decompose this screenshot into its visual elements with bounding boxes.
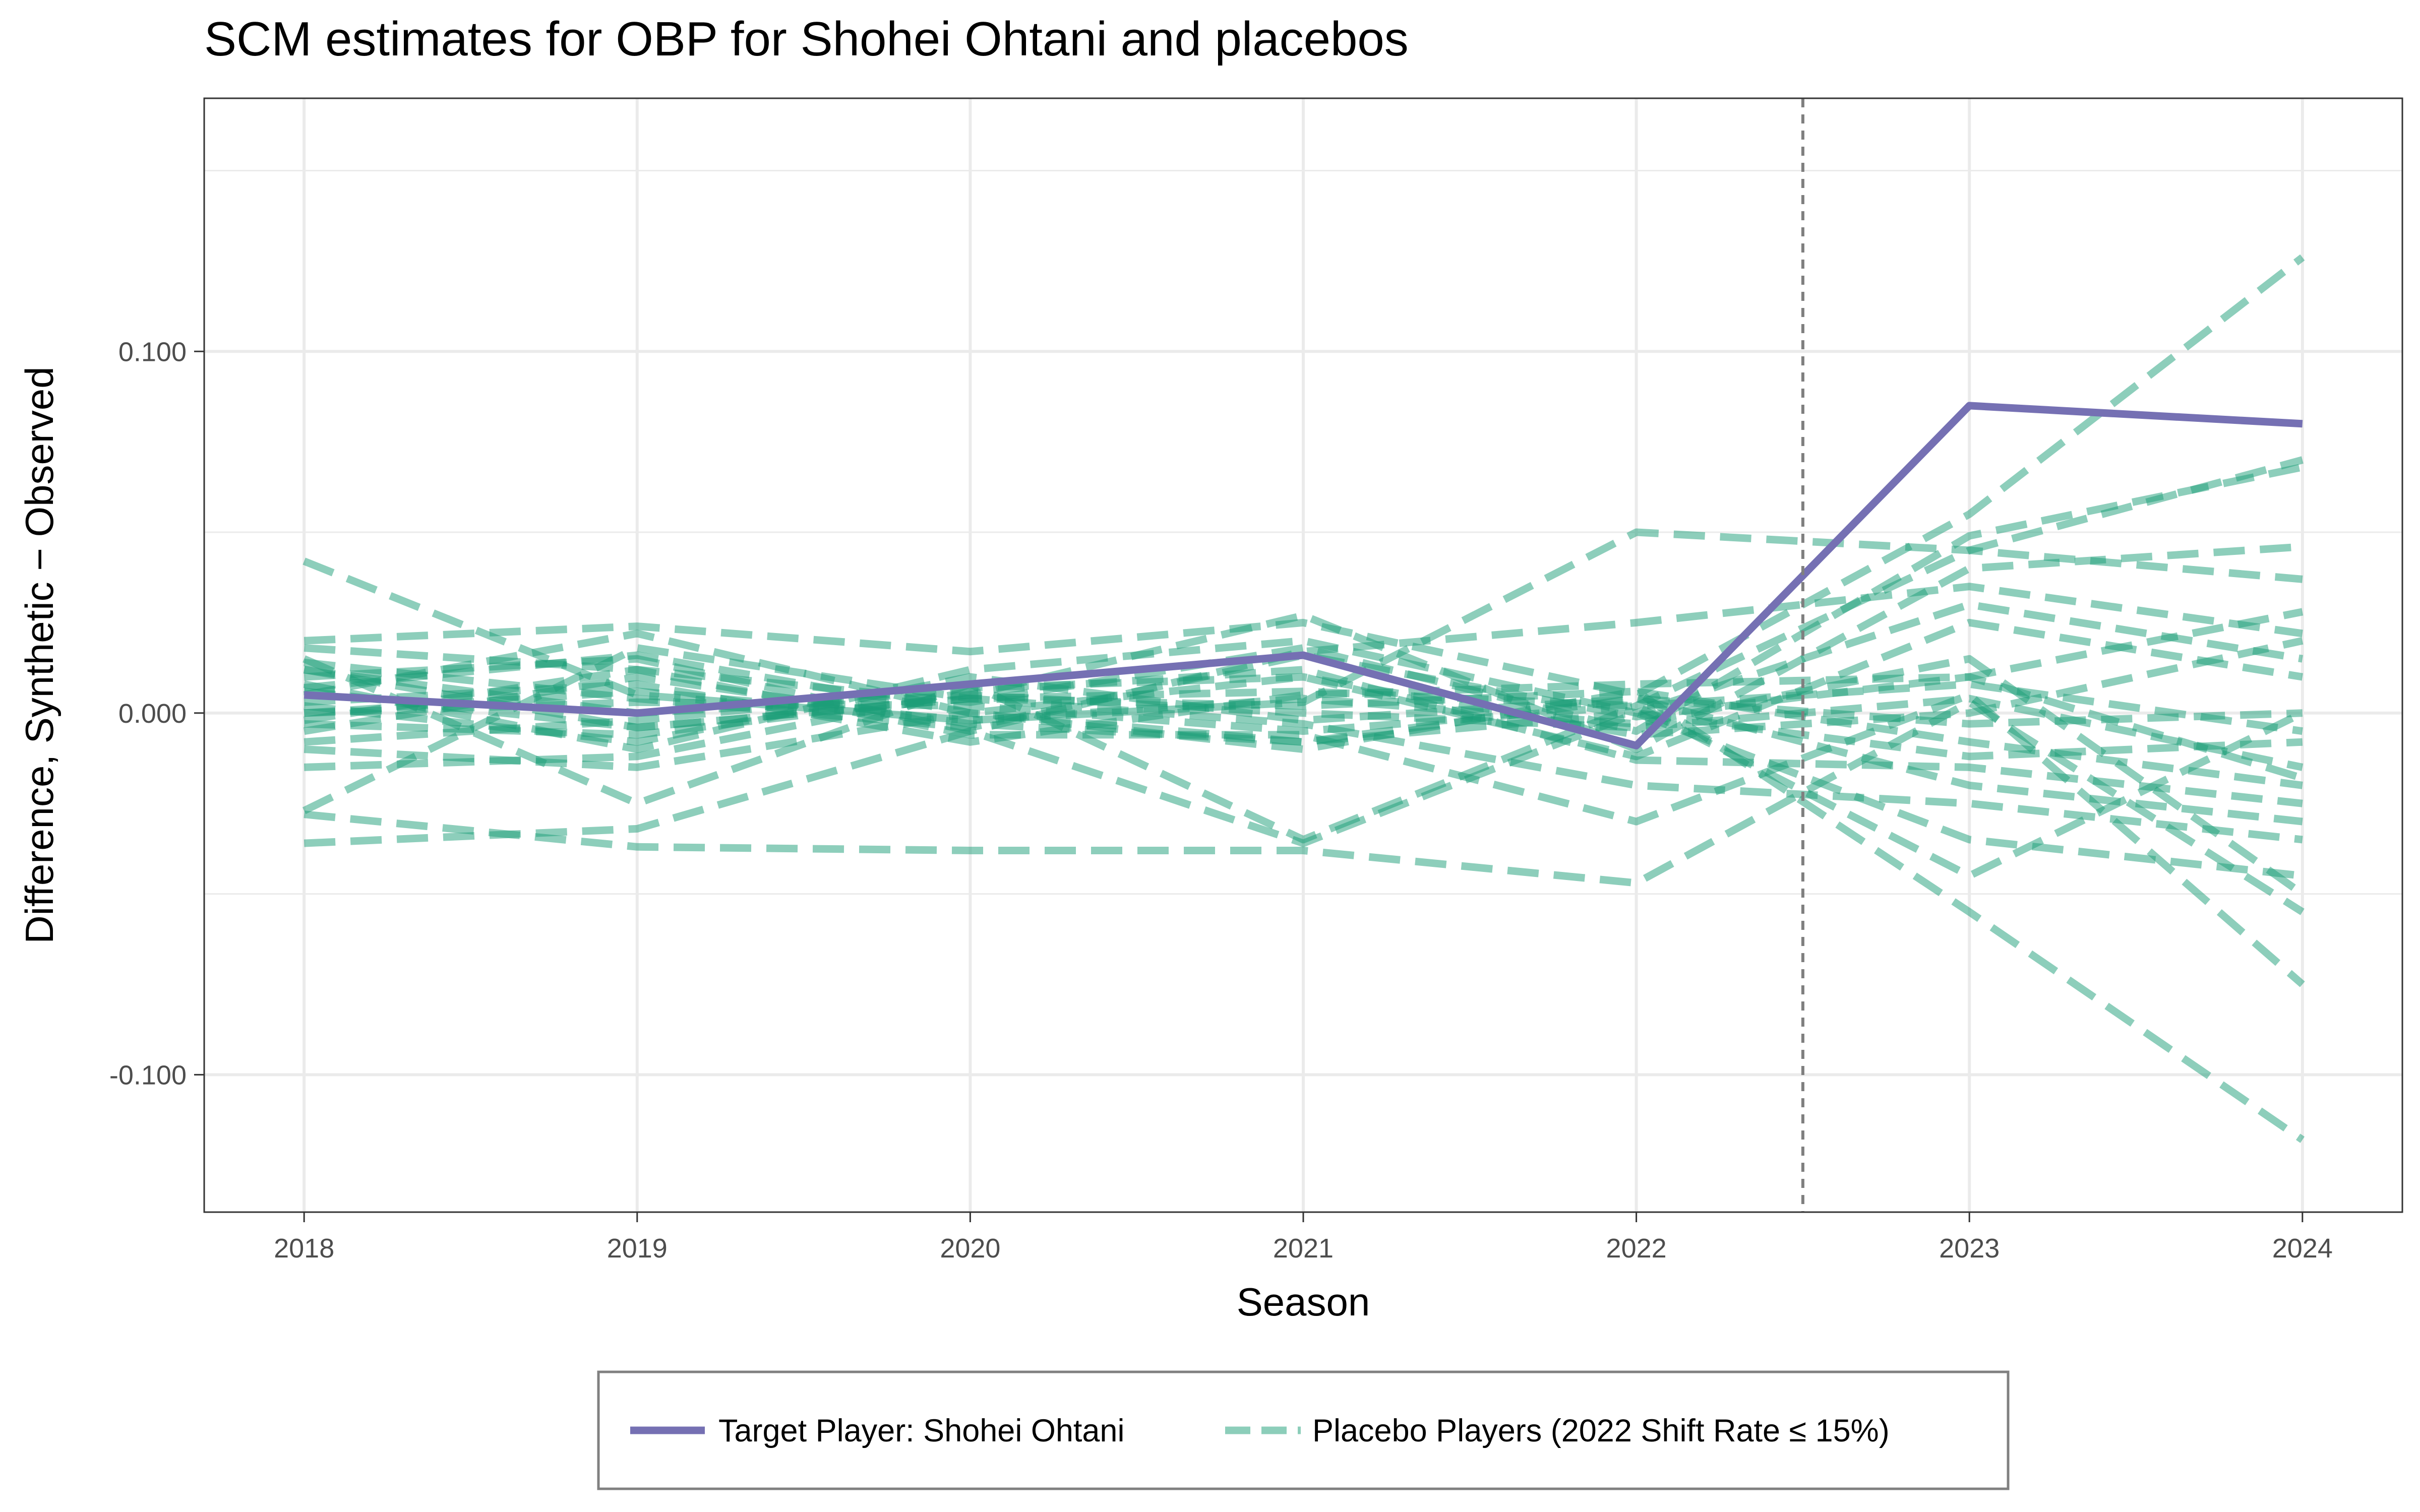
placebo-series-lines xyxy=(302,254,2305,1143)
y-tick-label: -0.100 xyxy=(109,1060,187,1090)
y-axis-ticks: -0.100 0.000 0.100 xyxy=(109,337,204,1090)
chart-title: SCM estimates for OBP for Shohei Ohtani … xyxy=(204,12,1409,66)
placebo-line-19 xyxy=(304,666,2305,987)
placebo-line-20 xyxy=(303,666,2305,880)
placebo-line-8 xyxy=(303,618,2304,761)
placebo-line-25 xyxy=(304,651,2304,782)
y-tick-label: 0.100 xyxy=(118,337,187,367)
y-tick-label: 0.000 xyxy=(118,699,187,729)
placebo-line-11 xyxy=(304,691,2304,771)
placebo-line-21 xyxy=(304,655,2305,897)
placebo-line-14 xyxy=(304,666,2303,807)
x-axis-title: Season xyxy=(1237,1280,1370,1324)
placebo-line-24 xyxy=(304,673,2303,826)
placebo-line-23 xyxy=(304,637,2304,746)
x-tick-label: 2024 xyxy=(2272,1233,2333,1264)
x-tick-label: 2020 xyxy=(940,1233,1000,1264)
placebo-line-2 xyxy=(304,254,2305,699)
placebo-line-13 xyxy=(304,687,2303,789)
placebo-line-7 xyxy=(303,601,2304,753)
x-tick-label: 2021 xyxy=(1273,1233,1334,1264)
placebo-line-12 xyxy=(303,673,2303,746)
legend-label-placebo: Placebo Players (2022 Shift Rate ≤ 15%) xyxy=(1312,1413,1890,1448)
legend-label-target: Target Player: Shohei Ohtani xyxy=(718,1413,1124,1448)
placebo-line-15 xyxy=(302,644,2303,844)
placebo-line-17 xyxy=(304,698,2305,915)
legend-box xyxy=(597,1370,2010,1490)
placebo-line-16 xyxy=(304,709,2303,880)
target-series-line xyxy=(304,402,2303,749)
x-tick-label: 2018 xyxy=(274,1233,334,1264)
x-tick-label: 2022 xyxy=(1606,1233,1667,1264)
x-axis-ticks: 2018 2019 2020 2021 2022 2023 2024 xyxy=(274,1212,2333,1264)
legend: Target Player: Shohei Ohtani Placebo Pla… xyxy=(597,1370,2010,1490)
y-axis-title: Difference, Synthetic − Observed xyxy=(17,366,62,943)
placebo-line-22 xyxy=(304,651,2303,761)
x-tick-label: 2023 xyxy=(1939,1233,2000,1264)
x-tick-label: 2019 xyxy=(607,1233,668,1264)
target-line-ohtani xyxy=(304,402,2303,749)
